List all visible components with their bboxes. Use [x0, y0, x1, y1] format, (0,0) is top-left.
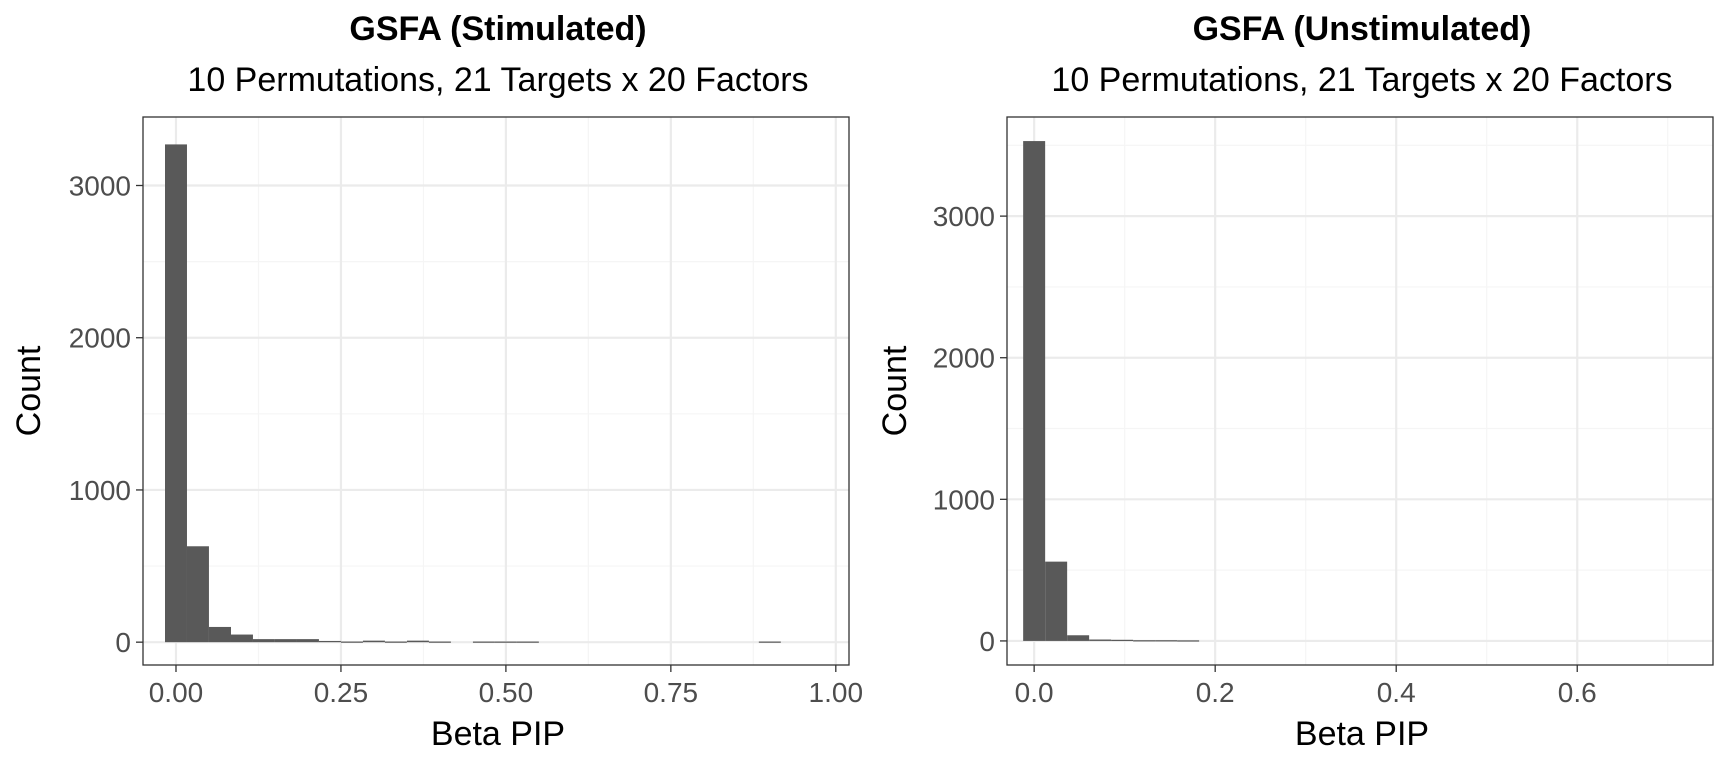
histogram-bar: [318, 640, 341, 643]
histogram-bar: [1089, 639, 1112, 641]
histogram-bar: [758, 641, 781, 643]
histogram-bar: [362, 640, 385, 643]
x-tick-label: 0.50: [479, 677, 534, 708]
x-tick-label: 0.4: [1377, 677, 1416, 708]
histogram-bar: [516, 641, 539, 643]
x-tick-label: 0.6: [1558, 677, 1597, 708]
histogram-bar: [406, 640, 429, 643]
x-tick-label: 0.00: [149, 677, 204, 708]
y-tick-label: 0: [115, 627, 131, 658]
histogram-bar: [252, 639, 275, 643]
histogram-bar: [384, 641, 407, 643]
chart-panel-unstimulated: GSFA (Unstimulated) 10 Permutations, 21 …: [876, 10, 1714, 753]
histogram-bar: [296, 639, 319, 643]
panel-background: [143, 117, 849, 665]
y-axis-label: Count: [10, 345, 48, 436]
x-tick-label: 0.2: [1196, 677, 1235, 708]
x-tick-label: 0.25: [314, 677, 369, 708]
x-axis-label: Beta PIP: [1295, 715, 1429, 753]
x-axis-label: Beta PIP: [431, 715, 565, 753]
chart-subtitle: 10 Permutations, 21 Targets x 20 Factors: [187, 61, 808, 99]
plot-area: 0.0 0.2 0.4 0.6 0 1000 2000 3000: [933, 116, 1714, 708]
y-tick-label: 3000: [933, 201, 995, 232]
y-tick-label: 1000: [69, 475, 131, 506]
plot-area: 0.00 0.25 0.50 0.75 1.00 0 1000 2000 3000: [69, 116, 864, 708]
histogram-bar: [1111, 639, 1134, 641]
y-axis-label: Count: [876, 345, 914, 436]
panel-border: [1006, 116, 1714, 666]
histogram-bar: [1045, 561, 1068, 641]
histogram-bar: [428, 641, 451, 643]
x-tick-label: 0.75: [644, 677, 699, 708]
histogram-bar: [1067, 635, 1090, 641]
panel-border: [142, 116, 850, 666]
y-tick-label: 3000: [69, 171, 131, 202]
y-tick-label: 0: [979, 626, 995, 657]
histogram-bar: [274, 639, 297, 643]
y-tick-label: 2000: [933, 343, 995, 374]
chart-panel-stimulated: GSFA (Stimulated) 10 Permutations, 21 Ta…: [10, 10, 863, 753]
chart-title: GSFA (Stimulated): [349, 10, 646, 48]
histogram-bar: [1023, 141, 1046, 641]
panel-background: [1007, 117, 1713, 665]
chart-title: GSFA (Unstimulated): [1193, 10, 1532, 48]
x-tick-label: 1.00: [809, 677, 864, 708]
histogram-bar: [230, 634, 253, 643]
histogram-bar: [186, 546, 209, 643]
x-tick-label: 0.0: [1015, 677, 1054, 708]
histogram-bar: [1177, 640, 1200, 642]
histogram-bar: [340, 641, 363, 643]
y-tick-label: 2000: [69, 323, 131, 354]
histogram-bar: [1155, 640, 1178, 642]
histogram-bar: [494, 641, 517, 643]
histogram-bar: [472, 641, 495, 643]
histogram-bar: [209, 626, 231, 643]
chart-subtitle: 10 Permutations, 21 Targets x 20 Factors: [1051, 61, 1672, 99]
histogram-bar: [165, 144, 187, 643]
histogram-bar: [1133, 640, 1156, 642]
y-tick-label: 1000: [933, 484, 995, 515]
